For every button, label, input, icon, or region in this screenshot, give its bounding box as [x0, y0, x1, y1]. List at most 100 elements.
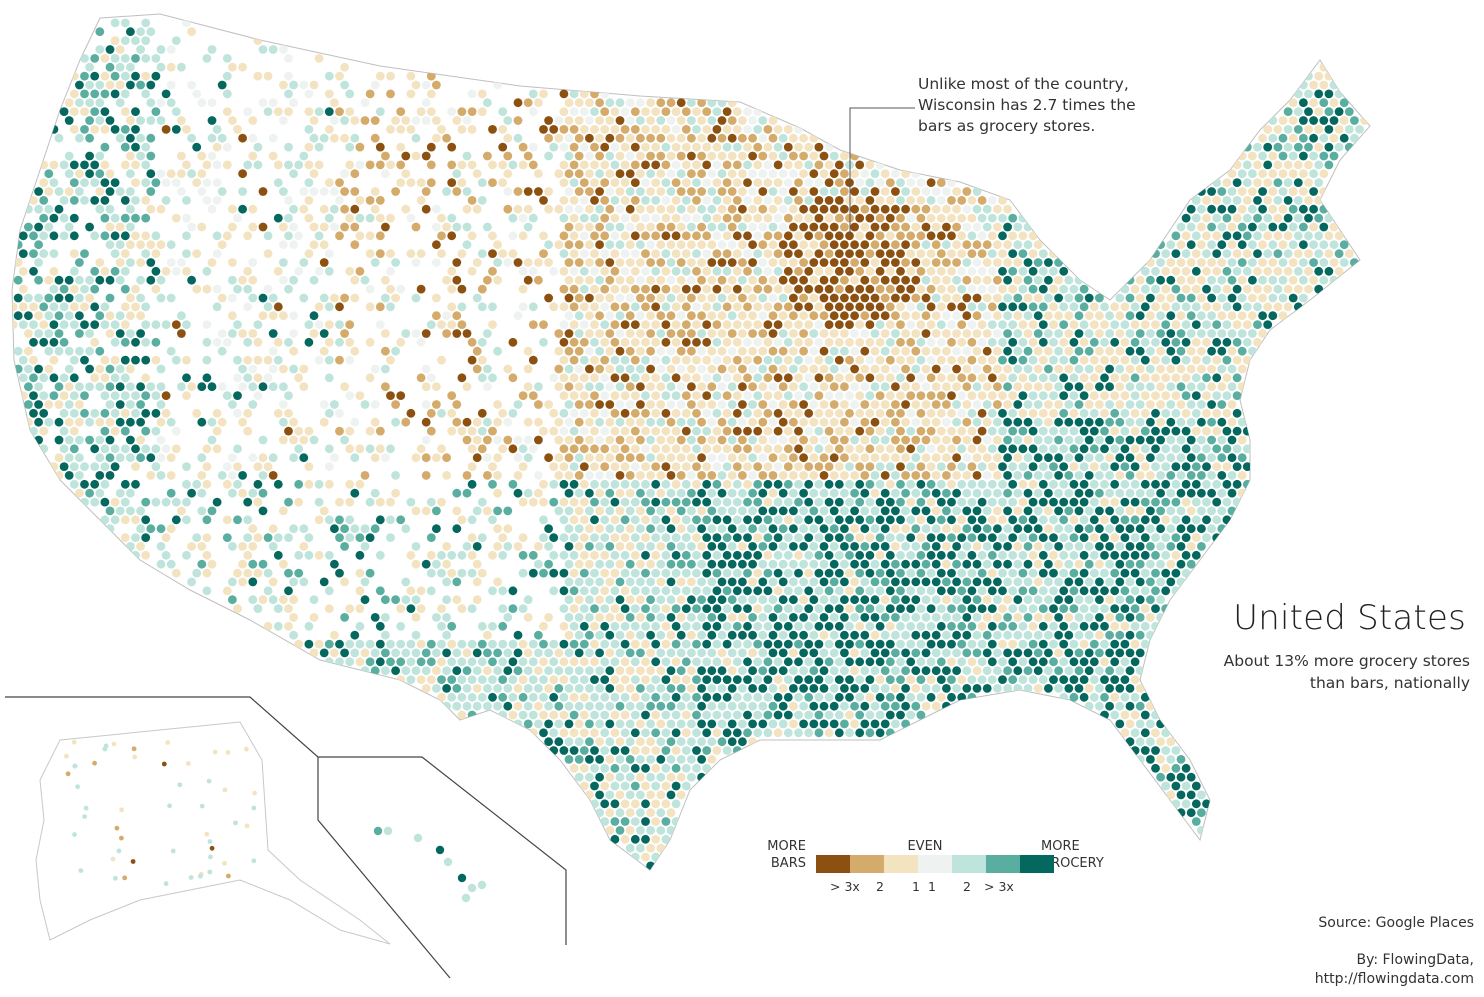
location-dot: [707, 577, 717, 587]
location-dot: [758, 524, 768, 534]
location-dot: [574, 400, 584, 409]
location-dot: [972, 187, 982, 196]
location-dot: [579, 497, 589, 507]
location-dot: [783, 426, 793, 436]
location-dot: [243, 533, 253, 542]
location-dot: [870, 364, 880, 374]
location-dot: [656, 364, 666, 374]
location-dot: [569, 89, 579, 99]
location-dot: [1191, 337, 1201, 347]
location-dot: [141, 18, 151, 28]
location-dot: [906, 550, 916, 560]
location-dot: [1038, 320, 1048, 329]
location-dot: [967, 231, 977, 241]
location-dot: [228, 400, 237, 409]
location-dot: [875, 320, 885, 329]
location-dot: [146, 524, 156, 534]
location-dot: [90, 302, 100, 312]
location-dot: [289, 169, 298, 179]
location-dot: [324, 213, 334, 223]
location-dot: [381, 329, 390, 338]
location-dot: [59, 373, 69, 383]
location-dot: [947, 373, 956, 383]
location-dot: [636, 435, 645, 445]
location-dot: [712, 568, 722, 578]
location-dot: [105, 524, 115, 534]
location-dot: [426, 320, 436, 329]
location-dot: [1028, 337, 1038, 347]
location-dot: [1324, 71, 1334, 81]
location-dot: [110, 36, 120, 45]
location-dot: [54, 293, 64, 303]
location-dot: [498, 444, 508, 454]
location-dot: [865, 462, 875, 471]
location-dot: [125, 293, 135, 303]
location-dot: [885, 444, 895, 454]
location-dot: [49, 462, 59, 471]
location-dot: [1197, 275, 1206, 285]
location-dot: [824, 586, 834, 596]
location-dot: [365, 426, 375, 436]
location-dot: [758, 471, 768, 480]
location-dot: [891, 169, 900, 179]
location-dot: [977, 568, 987, 578]
location-dot: [151, 71, 161, 81]
location-dot: [625, 293, 635, 303]
location-dot: [1120, 337, 1130, 347]
location-dot: [1324, 89, 1334, 99]
location-dot: [141, 515, 151, 525]
location-dot: [952, 559, 961, 569]
location-dot: [416, 337, 426, 347]
location-dot: [340, 542, 349, 551]
location-dot: [69, 266, 79, 276]
location-dot: [1207, 275, 1216, 285]
location-dot: [518, 231, 528, 241]
location-dot: [34, 311, 43, 321]
location-dot: [620, 320, 630, 329]
location-dot: [636, 577, 645, 587]
location-dot: [544, 400, 553, 409]
location-dot: [1171, 550, 1181, 560]
location-dot: [763, 142, 773, 152]
location-dot: [926, 249, 936, 258]
location-dot: [146, 258, 156, 267]
location-dot: [1202, 533, 1211, 542]
location-dot: [258, 488, 268, 498]
location-dot: [569, 533, 579, 542]
location-dot: [228, 488, 237, 498]
location-dot: [304, 142, 314, 152]
location-dot: [722, 320, 732, 329]
location-dot: [49, 284, 59, 294]
location-dot: [676, 400, 686, 409]
location-dot: [1084, 542, 1094, 551]
location-dot: [1156, 346, 1165, 356]
location-dot: [452, 417, 462, 427]
location-dot: [697, 311, 706, 321]
location-dot: [1156, 275, 1165, 285]
location-dot: [727, 116, 737, 125]
location-dot: [712, 373, 722, 383]
location-dot: [738, 346, 747, 356]
location-dot: [345, 479, 355, 489]
location-dot: [855, 515, 865, 525]
location-dot: [467, 337, 477, 347]
location-dot: [697, 293, 706, 303]
location-dot: [131, 107, 140, 116]
location-dot: [569, 497, 579, 507]
location-dot: [125, 506, 135, 516]
location-dot: [1237, 417, 1247, 427]
location-dot: [1314, 196, 1324, 205]
location-dot: [549, 533, 559, 542]
location-dot: [141, 213, 151, 223]
location-dot: [829, 542, 839, 551]
location-dot: [605, 542, 615, 551]
location-dot: [845, 426, 854, 436]
location-dot: [1217, 435, 1227, 445]
location-dot: [656, 542, 666, 551]
location-dot: [712, 550, 722, 560]
location-dot: [1115, 382, 1125, 392]
location-dot: [620, 266, 630, 276]
location-dot: [855, 444, 865, 454]
location-dot: [931, 488, 941, 498]
location-dot: [840, 417, 849, 427]
